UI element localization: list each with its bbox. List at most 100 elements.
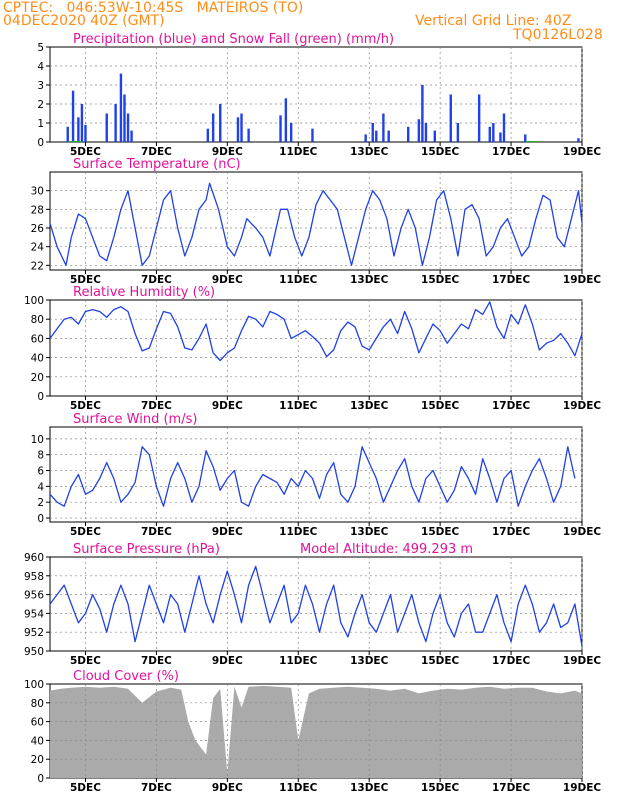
precip-bar <box>119 73 123 142</box>
x-tick-label: 15DEC <box>421 274 460 286</box>
x-tick-label: 11DEC <box>279 146 318 158</box>
precip-bar <box>247 128 250 142</box>
panel-title: Surface Wind (m/s) <box>73 412 197 427</box>
precip-bar <box>211 113 215 142</box>
panel-frame <box>49 299 583 397</box>
precip-bar <box>114 104 117 142</box>
panel-pres: 5DEC 7DEC 9DEC 11DEC 13DEC 15DEC 17DEC 19DEC 950… <box>24 542 601 667</box>
x-tick-label: 9DEC <box>212 274 243 286</box>
x-tick-label: 7DEC <box>141 146 172 158</box>
x-tick-label: 11DEC <box>279 526 318 538</box>
precip-bar <box>84 124 87 142</box>
x-tick-label: 9DEC <box>212 655 243 667</box>
precip-bar <box>105 113 108 142</box>
y-tick-label: 6 <box>37 466 44 478</box>
y-tick-label: 2 <box>37 99 44 111</box>
rh-line <box>49 301 583 362</box>
precip-bar <box>123 94 126 142</box>
x-tick-label: 5DEC <box>70 526 101 538</box>
header-run-date: 04DEC2020 40Z (GMT) <box>3 13 165 29</box>
precip-bar <box>130 130 133 142</box>
y-tick-label: 1 <box>37 118 44 130</box>
x-tick-label: 17DEC <box>492 274 531 286</box>
snow-bar <box>68 141 83 143</box>
panel-rh: 5DEC 7DEC 9DEC 11DEC 13DEC 15DEC 17DEC 19DEC 0 20… <box>24 285 601 412</box>
y-tick-label: 0 <box>37 773 44 785</box>
x-tick-label: 13DEC <box>350 274 389 286</box>
y-tick-label: 24 <box>31 242 45 254</box>
precip-bar <box>499 132 502 142</box>
panel-temp: 5DEC 7DEC 9DEC 11DEC 13DEC 15DEC 17DEC 19DEC 22 2… <box>31 157 602 286</box>
y-tick-label: 100 <box>24 679 44 691</box>
panel-title: Cloud Cover (%) <box>73 669 179 684</box>
x-tick-label: 19DEC <box>563 400 602 412</box>
x-tick-label: 15DEC <box>421 782 460 794</box>
y-tick-label: 100 <box>24 295 44 307</box>
x-tick-label: 17DEC <box>492 782 531 794</box>
precip-bar <box>407 126 410 142</box>
x-tick-label: 15DEC <box>421 400 460 412</box>
y-tick-label: 4 <box>37 481 44 493</box>
precip-bar <box>126 113 130 142</box>
precip-bar <box>80 104 84 142</box>
precip-bar <box>66 126 69 142</box>
precip-bar <box>424 123 428 142</box>
snow-bar <box>525 141 540 143</box>
precip-bar <box>502 113 506 142</box>
precip-bar <box>387 130 390 142</box>
y-tick-label: 2 <box>37 497 44 509</box>
precip-bar <box>284 98 288 142</box>
y-tick-label: 20 <box>31 372 44 384</box>
panel-title: Precipitation (blue) and Snow Fall (gree… <box>73 32 394 47</box>
x-tick-label: 5DEC <box>70 400 101 412</box>
precip-bar <box>240 113 243 142</box>
x-tick-label: 17DEC <box>492 400 531 412</box>
panel-title: Relative Humidity (%) <box>73 285 215 300</box>
panel-frame <box>49 46 583 143</box>
y-tick-label: 60 <box>31 717 44 729</box>
x-tick-label: 5DEC <box>70 655 101 667</box>
y-tick-label: 20 <box>31 754 44 766</box>
x-tick-label: 11DEC <box>279 655 318 667</box>
x-tick-label: 5DEC <box>70 274 101 286</box>
wind-line <box>49 446 576 507</box>
precip-bar <box>364 134 367 142</box>
x-tick-label: 9DEC <box>212 400 243 412</box>
panel-frame <box>49 426 583 523</box>
y-tick-label: 3 <box>37 80 44 92</box>
header-station: CPTEC: 046:53W-10:45S MATEIROS (TO) <box>3 0 304 16</box>
x-tick-label: 7DEC <box>141 655 172 667</box>
x-tick-label: 5DEC <box>70 146 101 158</box>
y-tick-label: 80 <box>31 698 44 710</box>
x-tick-label: 15DEC <box>421 526 460 538</box>
x-tick-label: 15DEC <box>421 655 460 667</box>
x-tick-label: 9DEC <box>212 146 243 158</box>
y-tick-label: 0 <box>37 513 44 525</box>
precip-bar <box>577 138 580 142</box>
y-tick-label: 0 <box>37 137 44 149</box>
y-tick-label: 22 <box>31 260 44 272</box>
temp-line <box>49 182 583 266</box>
x-tick-label: 19DEC <box>563 782 602 794</box>
x-tick-label: 9DEC <box>212 526 243 538</box>
x-tick-label: 13DEC <box>350 782 389 794</box>
cloud-area <box>50 685 582 778</box>
precip-bar <box>371 123 374 142</box>
y-tick-label: 80 <box>31 314 44 326</box>
y-tick-label: 5 <box>37 42 44 54</box>
y-tick-label: 958 <box>24 571 44 583</box>
panel-precip: 5DEC 7DEC 9DEC 11DEC 13DEC 15DEC 17DEC 19DEC 0 1 2… <box>37 32 601 158</box>
y-tick-label: 954 <box>24 608 44 620</box>
y-tick-label: 28 <box>31 204 44 216</box>
precip-bar <box>433 130 437 142</box>
precip-bar <box>492 123 495 142</box>
x-tick-label: 11DEC <box>279 274 318 286</box>
x-tick-label: 19DEC <box>563 274 602 286</box>
precip-bar <box>279 115 282 142</box>
precip-bar <box>488 126 491 142</box>
x-tick-label: 13DEC <box>350 655 389 667</box>
x-tick-label: 17DEC <box>492 146 531 158</box>
precip-bar <box>417 119 421 142</box>
y-tick-label: 956 <box>24 590 44 602</box>
